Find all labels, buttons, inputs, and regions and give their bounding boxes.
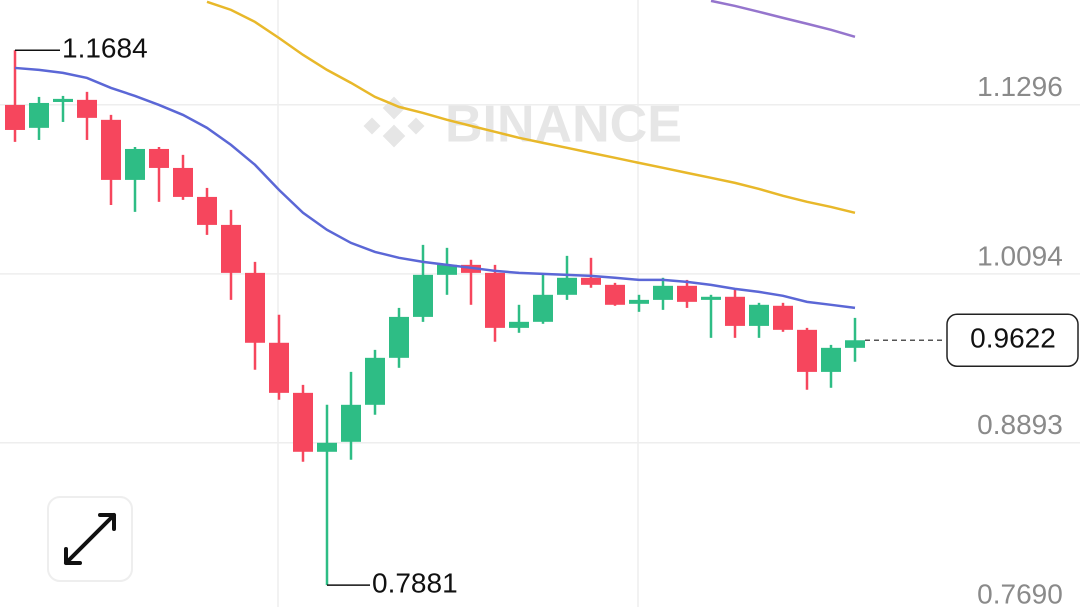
candle-body <box>221 224 241 273</box>
candle-body <box>317 442 337 452</box>
candle-body <box>629 299 649 304</box>
candle-body <box>485 272 505 328</box>
moving-average-line <box>206 0 856 215</box>
candle-body <box>557 277 577 295</box>
candle-body <box>125 148 145 180</box>
high-label: 1.1684 <box>62 33 148 64</box>
candle-body <box>173 167 193 197</box>
watermark: BINANCE <box>445 96 682 154</box>
expand-icon[interactable] <box>64 513 116 565</box>
candle-body <box>245 272 265 343</box>
y-tick-label: 1.0094 <box>977 240 1063 271</box>
candle-body <box>77 99 97 118</box>
candle-body <box>413 274 433 317</box>
plot: 1.1684 0.7881 0.9622 <box>5 0 1079 599</box>
candle-body <box>533 294 553 322</box>
candle-body <box>581 277 601 285</box>
candle-body <box>29 102 49 128</box>
grid: 1.1296 1.0094 0.8893 0.7690 <box>0 71 1080 607</box>
candle-body <box>797 329 817 372</box>
candle-body <box>437 264 457 275</box>
candle-body <box>653 285 673 300</box>
price-label: 0.9622 <box>970 323 1056 354</box>
candle-body <box>509 321 529 328</box>
low-label: 0.7881 <box>372 568 458 599</box>
candle-body <box>293 392 313 452</box>
expand-button[interactable] <box>47 496 133 582</box>
price-box <box>946 313 1079 368</box>
candle-body <box>269 342 289 393</box>
moving-average-line <box>14 66 856 310</box>
candle-body <box>821 347 841 372</box>
candle-body <box>773 305 793 330</box>
candle-body <box>677 285 697 302</box>
candle-body <box>341 404 361 442</box>
candle-body <box>149 148 169 168</box>
candle-body <box>605 284 625 305</box>
candle-body <box>197 196 217 225</box>
candle-body <box>53 98 73 102</box>
candle-body <box>749 304 769 326</box>
y-tick-label: 0.8893 <box>977 409 1063 440</box>
candle-body <box>365 357 385 405</box>
moving-average-line <box>710 0 856 39</box>
y-tick-label: 0.7690 <box>977 578 1063 607</box>
candle-body <box>701 296 721 300</box>
candle-body <box>725 296 745 326</box>
candle-body <box>389 316 409 358</box>
candle-body <box>101 119 121 180</box>
candle-body <box>5 104 25 130</box>
candle-body <box>845 340 865 348</box>
y-tick-label: 1.1296 <box>977 71 1063 102</box>
